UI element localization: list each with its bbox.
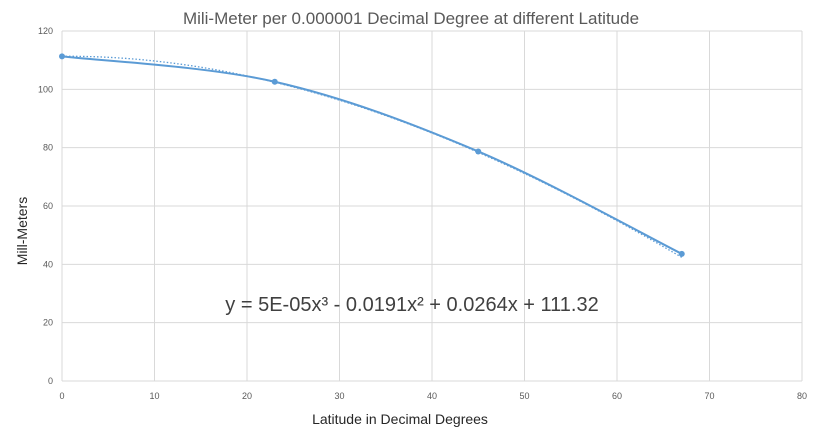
grid-lines — [61, 30, 803, 382]
x-tick-label: 60 — [612, 391, 622, 401]
data-point — [59, 53, 65, 60]
y-tick-label: 80 — [43, 143, 53, 153]
x-tick-label: 80 — [797, 391, 807, 401]
trendline-equation: y = 5E-05x³ - 0.0191x² + 0.0264x + 111.3… — [225, 294, 598, 316]
y-tick-label: 0 — [48, 376, 53, 386]
x-tick-label: 40 — [427, 391, 437, 401]
y-tick-label: 120 — [38, 26, 53, 36]
x-tick-label: 50 — [519, 391, 529, 401]
y-tick-label: 20 — [43, 318, 53, 328]
y-tick-label: 40 — [43, 259, 53, 269]
series-line — [61, 55, 683, 255]
x-tick-label: 10 — [149, 391, 159, 401]
chart-title: Mili-Meter per 0.000001 Decimal Degree a… — [183, 9, 639, 28]
x-tick-label: 30 — [334, 391, 344, 401]
y-tick-label: 100 — [38, 84, 53, 94]
y-tick-label: 60 — [43, 201, 53, 211]
y-axis-title: Mill-Meters — [14, 197, 30, 265]
x-tick-label: 20 — [242, 391, 252, 401]
data-point — [678, 250, 685, 257]
data-point — [475, 148, 482, 155]
y-axis-ticks: 0 20 40 60 80 100 120 — [38, 26, 53, 386]
x-axis-ticks: 0 10 20 30 40 50 60 70 80 — [59, 391, 807, 401]
data-points — [59, 53, 685, 257]
data-point — [271, 78, 278, 85]
x-axis-title: Latitude in Decimal Degrees — [312, 411, 488, 427]
x-tick-label: 0 — [59, 391, 64, 401]
x-tick-label: 70 — [704, 391, 714, 401]
